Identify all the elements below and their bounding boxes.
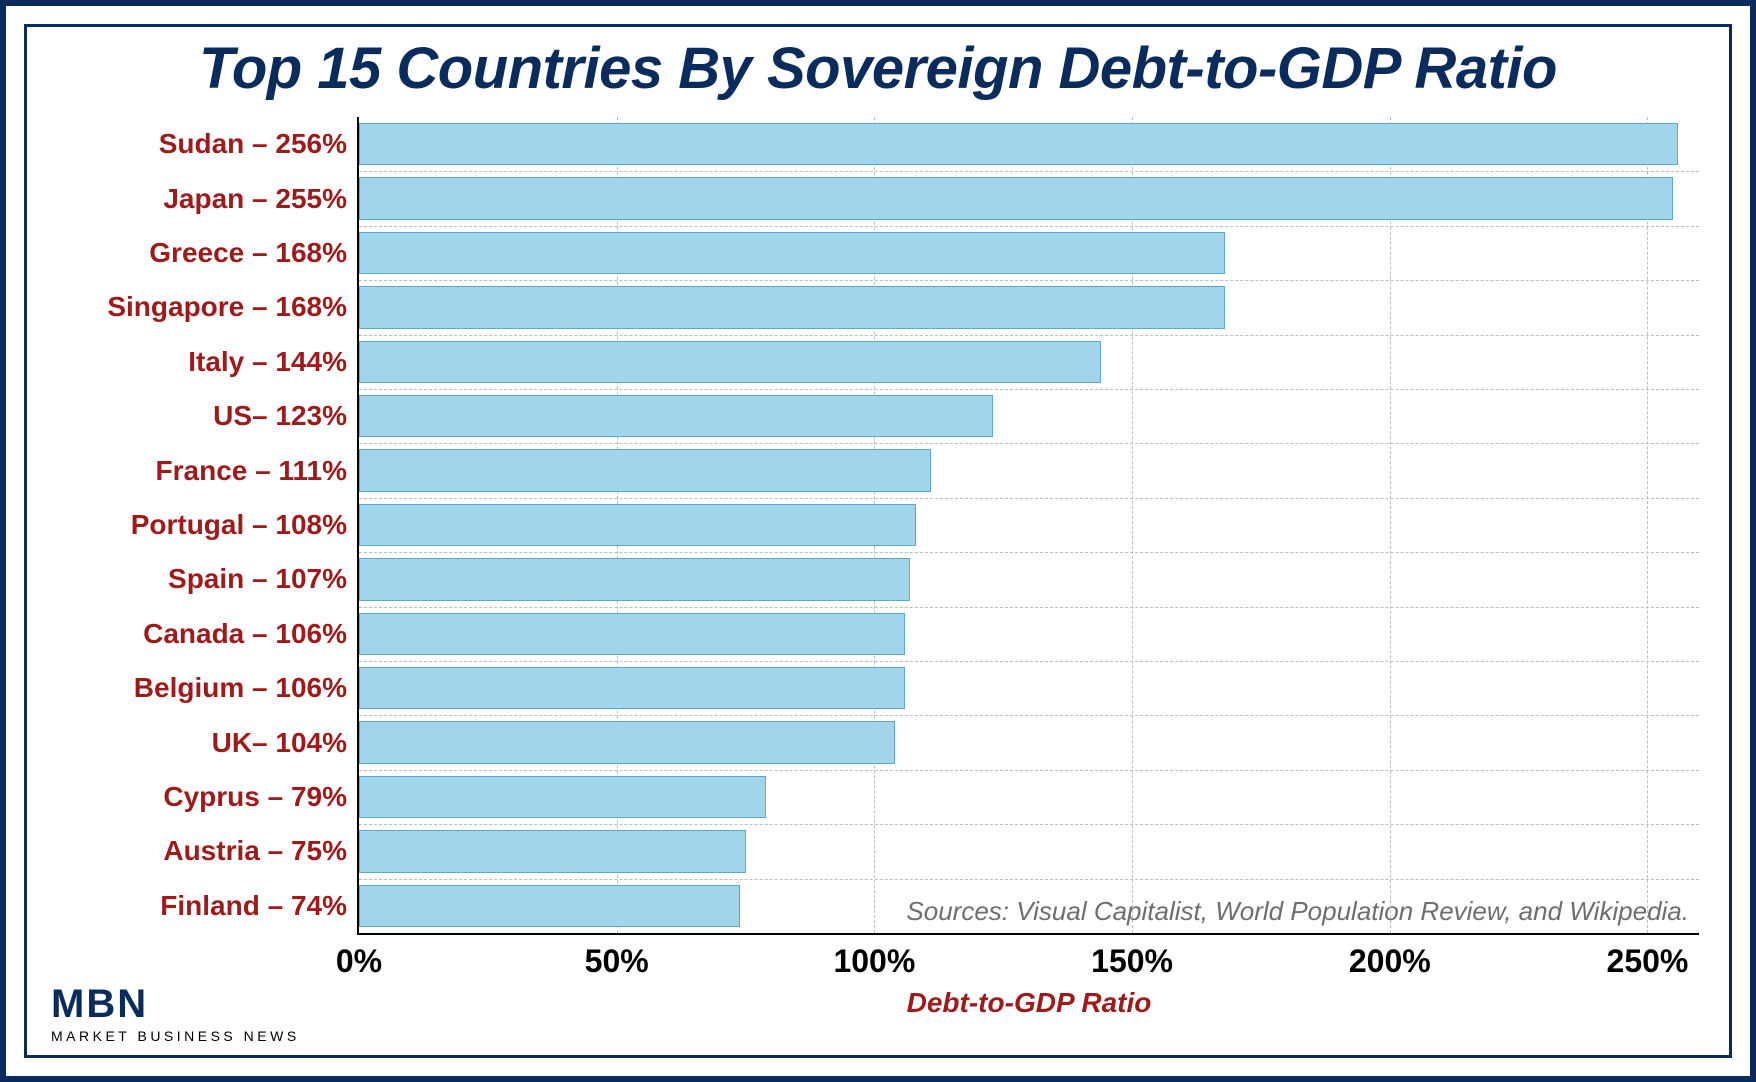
ylabel: Finland – 74% bbox=[160, 890, 359, 922]
ylabel: Singapore – 168% bbox=[107, 291, 359, 323]
ylabel: Belgium – 106% bbox=[134, 672, 359, 704]
bar bbox=[359, 449, 931, 491]
bar bbox=[359, 341, 1101, 383]
ylabel: Canada – 106% bbox=[143, 618, 359, 650]
logo-block: MBN MARKET BUSINESS NEWS bbox=[51, 984, 300, 1045]
ylabel: Austria – 75% bbox=[163, 835, 359, 867]
gridline-h bbox=[359, 552, 1699, 553]
gridline-h bbox=[359, 715, 1699, 716]
sources-note: Sources: Visual Capitalist, World Popula… bbox=[906, 896, 1689, 927]
ylabel: Japan – 255% bbox=[163, 183, 359, 215]
gridline-h bbox=[359, 335, 1699, 336]
gridline-v bbox=[1390, 117, 1391, 933]
bar bbox=[359, 286, 1225, 328]
gridline-h bbox=[359, 607, 1699, 608]
bar bbox=[359, 504, 916, 546]
bar bbox=[359, 885, 740, 927]
gridline-h bbox=[359, 443, 1699, 444]
outer-frame: Top 15 Countries By Sovereign Debt-to-GD… bbox=[0, 0, 1756, 1082]
gridline-h bbox=[359, 280, 1699, 281]
plot-area: Sources: Visual Capitalist, World Popula… bbox=[357, 117, 1699, 935]
gridline-v bbox=[1647, 117, 1648, 933]
ylabel: US– 123% bbox=[213, 400, 359, 432]
bar bbox=[359, 830, 746, 872]
bar bbox=[359, 395, 993, 437]
ylabel: Portugal – 108% bbox=[131, 509, 359, 541]
bar bbox=[359, 558, 910, 600]
gridline-h bbox=[359, 661, 1699, 662]
gridline-h bbox=[359, 770, 1699, 771]
ylabel: UK– 104% bbox=[212, 727, 359, 759]
bar bbox=[359, 667, 905, 709]
logo-abbr: MBN bbox=[51, 984, 300, 1024]
xtick-label: 250% bbox=[1607, 933, 1689, 980]
gridline-h bbox=[359, 171, 1699, 172]
bar bbox=[359, 123, 1678, 165]
ylabel: France – 111% bbox=[156, 455, 359, 487]
gridline-h bbox=[359, 389, 1699, 390]
gridline-h bbox=[359, 498, 1699, 499]
xtick-label: 50% bbox=[585, 933, 649, 980]
ylabel: Italy – 144% bbox=[188, 346, 359, 378]
logo-subtitle: MARKET BUSINESS NEWS bbox=[51, 1028, 300, 1045]
gridline-h bbox=[359, 879, 1699, 880]
xtick-label: 100% bbox=[833, 933, 915, 980]
inner-frame: Top 15 Countries By Sovereign Debt-to-GD… bbox=[24, 24, 1732, 1058]
gridline-h bbox=[359, 226, 1699, 227]
ylabel: Sudan – 256% bbox=[159, 128, 359, 160]
bar bbox=[359, 177, 1673, 219]
xtick-label: 0% bbox=[336, 933, 382, 980]
bar bbox=[359, 232, 1225, 274]
ylabel: Spain – 107% bbox=[168, 563, 359, 595]
plot-wrap: Sources: Visual Capitalist, World Popula… bbox=[57, 117, 1699, 935]
bar bbox=[359, 776, 766, 818]
ylabel: Greece – 168% bbox=[149, 237, 359, 269]
gridline-h bbox=[359, 824, 1699, 825]
chart-title: Top 15 Countries By Sovereign Debt-to-GD… bbox=[27, 27, 1729, 102]
bar bbox=[359, 613, 905, 655]
xtick-label: 200% bbox=[1349, 933, 1431, 980]
xtick-label: 150% bbox=[1091, 933, 1173, 980]
bar bbox=[359, 721, 895, 763]
ylabel: Cyprus – 79% bbox=[163, 781, 359, 813]
